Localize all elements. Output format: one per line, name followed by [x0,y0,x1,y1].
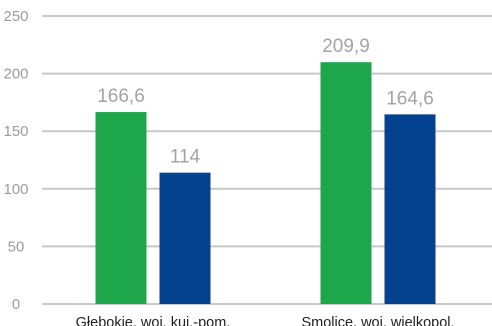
x-axis-categories: Głebokie, woj. kuj.-pom. Smolice, woj. wi… [76,315,455,326]
data-label: 209,9 [322,36,370,57]
y-tick-label: 100 [3,181,28,198]
y-axis-ticks: 0 50 100 150 200 250 [3,8,28,313]
bar-1-series-2 [159,172,211,304]
bars [95,62,436,304]
data-label: 164,6 [386,88,434,109]
data-label: 114 [170,147,201,168]
data-label: 166,6 [97,86,145,107]
bar-1-series-1 [95,112,147,304]
category-label: Smolice, woj. wielkopol. [301,315,454,326]
y-tick-label: 0 [12,296,20,313]
category-label: Głebokie, woj. kuj.-pom. [76,315,231,326]
y-tick-label: 200 [3,66,28,83]
bar-2-series-2 [384,114,436,304]
bar-2-series-1 [320,62,372,304]
y-tick-label: 250 [3,8,28,25]
data-labels: 166,6 114 209,9 164,6 [97,36,434,167]
y-tick-label: 150 [3,123,28,140]
y-tick-label: 50 [8,238,25,255]
